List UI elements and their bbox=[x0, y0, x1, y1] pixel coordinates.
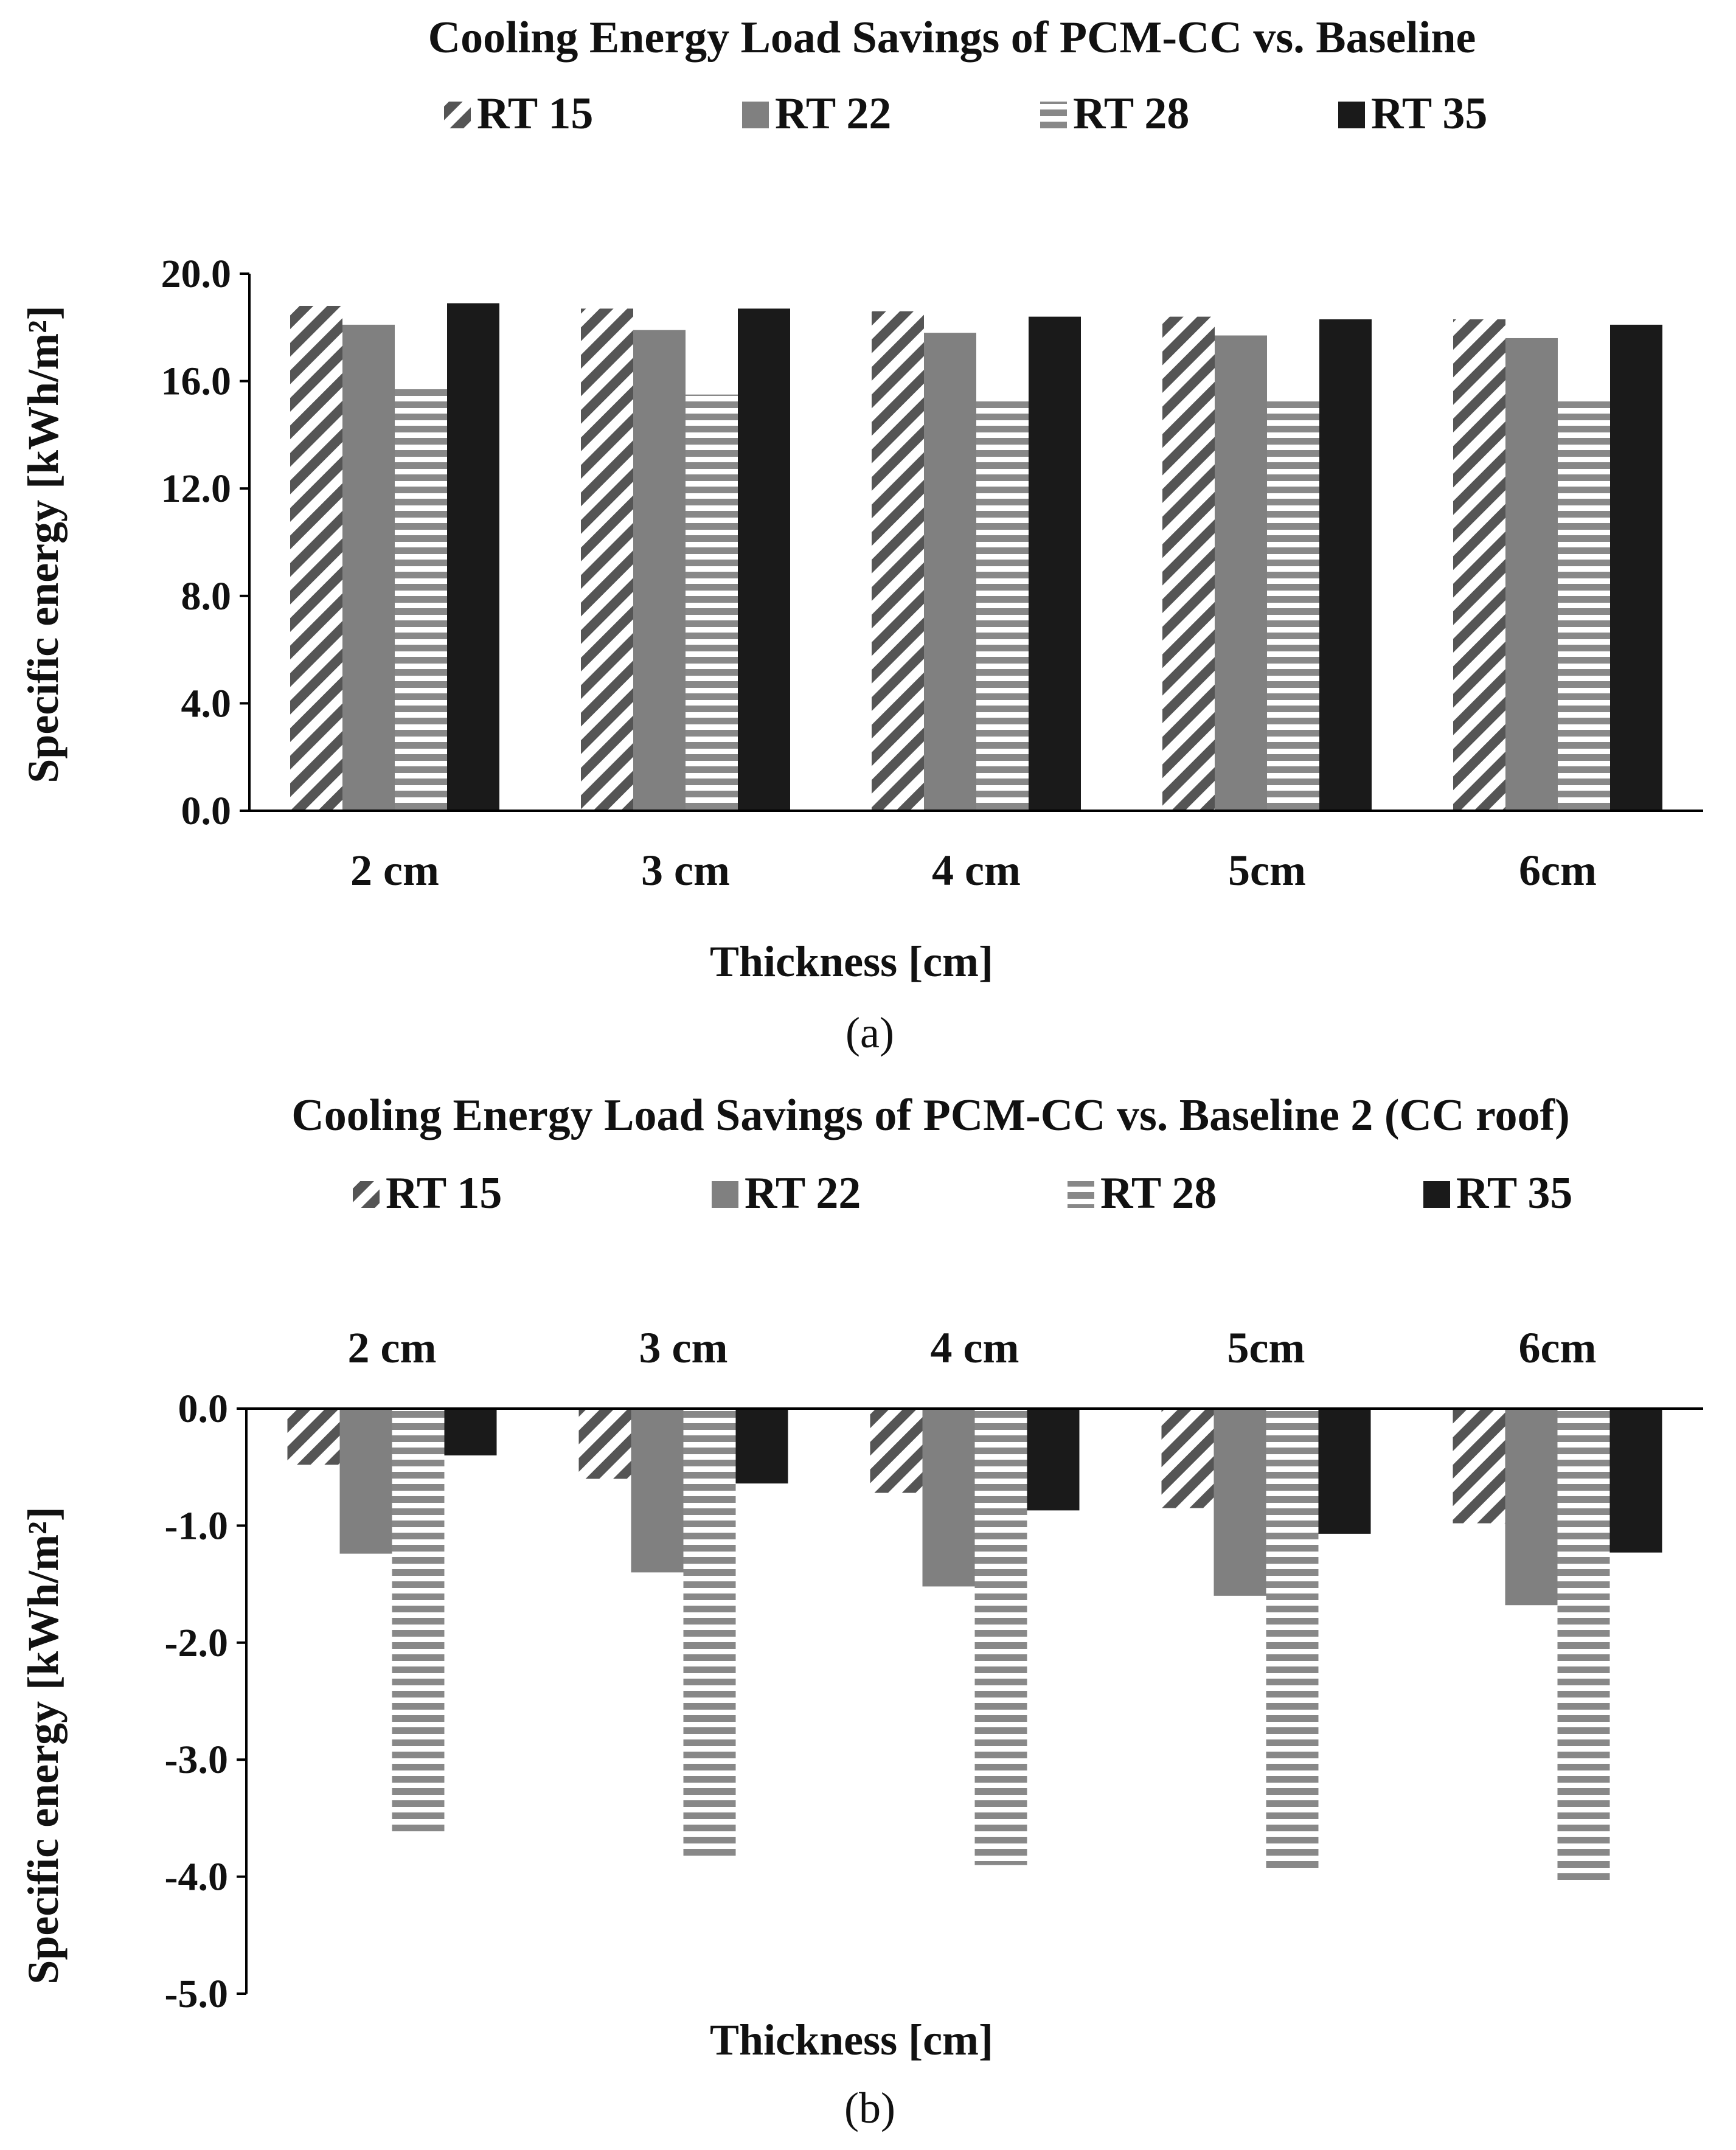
legend-label-rt15: RT 15 bbox=[386, 1168, 502, 1218]
legend-label-rt22: RT 22 bbox=[775, 89, 891, 139]
bar-rt22-4cm bbox=[924, 333, 976, 811]
bar-rt22-6cm bbox=[1505, 1409, 1558, 1606]
x-category-label: 6cm bbox=[1519, 846, 1597, 895]
legend-label-rt15: RT 15 bbox=[477, 89, 593, 139]
bar-rt28-4cm bbox=[974, 1409, 1027, 1865]
legend-label-rt22: RT 22 bbox=[745, 1168, 861, 1218]
bar-rt35-3cm bbox=[738, 308, 790, 811]
bar-rt22-6cm bbox=[1505, 338, 1558, 811]
y-tick-label: 16.0 bbox=[161, 359, 232, 404]
bar-rt28-2cm bbox=[395, 389, 447, 811]
legend-label-rt35: RT 35 bbox=[1371, 89, 1487, 139]
chart-b-plot: 0.0 -1.0 -2.0 -3.0 -4.0 -5.0 2 cm 3 cm 4 cm 5cm 6c… bbox=[165, 1168, 1703, 2016]
legend-swatch-rt28 bbox=[1068, 1181, 1094, 1208]
bar-rt22-3cm bbox=[631, 1409, 684, 1573]
legend-label-rt28: RT 28 bbox=[1073, 89, 1189, 139]
bar-rt15-5cm bbox=[1161, 1409, 1214, 1508]
x-category-label: 2 cm bbox=[350, 846, 439, 895]
bar-rt35-4cm bbox=[1029, 316, 1081, 811]
bar-rt15-5cm bbox=[1162, 316, 1215, 811]
legend-swatch-rt15 bbox=[444, 102, 471, 128]
y-tick-label: 4.0 bbox=[181, 681, 232, 726]
bar-rt15-4cm bbox=[872, 311, 924, 811]
legend-swatch-rt22 bbox=[742, 102, 769, 128]
chart-b: Cooling Energy Load Savings of PCM-CC vs… bbox=[19, 1091, 1570, 2132]
y-tick-label: -3.0 bbox=[165, 1738, 228, 1782]
chart-b-panel-label: (b) bbox=[844, 2084, 895, 2132]
x-category-label: 4 cm bbox=[931, 1323, 1019, 1372]
chart-a-x-axis-label: Thickness [cm] bbox=[710, 937, 993, 986]
bar-rt15-2cm bbox=[287, 1409, 340, 1465]
chart-b-x-axis-label: Thickness [cm] bbox=[710, 2016, 993, 2064]
legend-swatch-rt35 bbox=[1423, 1181, 1450, 1208]
y-tick-label: 12.0 bbox=[161, 466, 232, 511]
x-category-label: 6cm bbox=[1519, 1323, 1597, 1372]
bar-rt15-3cm bbox=[581, 308, 633, 811]
x-category-label: 3 cm bbox=[641, 846, 730, 895]
bar-rt15-4cm bbox=[870, 1409, 923, 1493]
bar-rt22-4cm bbox=[922, 1409, 975, 1587]
bar-rt28-3cm bbox=[686, 394, 738, 811]
chart-b-title: Cooling Energy Load Savings of PCM-CC vs… bbox=[291, 1091, 1569, 1140]
bar-rt35-2cm bbox=[444, 1409, 497, 1455]
legend-label-rt28: RT 28 bbox=[1100, 1168, 1217, 1218]
bar-rt22-3cm bbox=[633, 330, 686, 811]
chart-a: Cooling Energy Load Savings of PCM-CC vs… bbox=[19, 13, 1476, 1057]
bar-rt35-5cm bbox=[1318, 1409, 1371, 1534]
y-tick-label: 0.0 bbox=[181, 789, 232, 833]
bar-rt15-2cm bbox=[290, 305, 342, 811]
chart-a-y-axis-label: Specific energy [kWh/m²] bbox=[19, 305, 68, 783]
y-tick-label: 0.0 bbox=[178, 1387, 229, 1431]
legend-swatch-rt28 bbox=[1040, 102, 1067, 128]
y-tick-label: -4.0 bbox=[165, 1855, 228, 1899]
y-tick-label: -2.0 bbox=[165, 1621, 228, 1665]
bar-rt15-3cm bbox=[578, 1409, 631, 1479]
chart-a-panel-label: (a) bbox=[845, 1008, 894, 1057]
x-category-label: 4 cm bbox=[932, 846, 1021, 895]
x-category-label: 2 cm bbox=[348, 1323, 437, 1372]
bar-rt35-5cm bbox=[1319, 319, 1372, 811]
legend-label-rt35: RT 35 bbox=[1456, 1168, 1572, 1218]
y-tick-label: 20.0 bbox=[161, 252, 232, 296]
bar-rt28-6cm bbox=[1558, 400, 1610, 811]
bar-rt28-3cm bbox=[683, 1409, 736, 1860]
chart-b-y-axis-label: Specific energy [kWh/m²] bbox=[19, 1507, 68, 1984]
bar-rt28-5cm bbox=[1266, 1409, 1319, 1873]
legend-swatch-rt35 bbox=[1338, 102, 1365, 128]
bar-rt15-6cm bbox=[1453, 1409, 1505, 1524]
bar-rt35-6cm bbox=[1610, 324, 1662, 811]
bar-rt22-5cm bbox=[1213, 1409, 1266, 1596]
chart-a-title: Cooling Energy Load Savings of PCM-CC vs… bbox=[428, 13, 1476, 63]
legend-swatch-rt22 bbox=[712, 1181, 738, 1208]
y-tick-label: 8.0 bbox=[181, 574, 232, 619]
x-category-label: 5cm bbox=[1227, 1323, 1305, 1372]
bar-rt22-5cm bbox=[1215, 335, 1267, 811]
bar-rt22-2cm bbox=[339, 1409, 392, 1554]
bar-rt35-6cm bbox=[1609, 1409, 1662, 1553]
bar-rt28-2cm bbox=[392, 1409, 445, 1833]
y-tick-label: -1.0 bbox=[165, 1503, 228, 1548]
bar-rt35-4cm bbox=[1027, 1409, 1080, 1511]
bar-rt28-4cm bbox=[976, 400, 1029, 811]
chart-a-plot: 0.0 4.0 8.0 12.0 16.0 20.0 2 cm 3 cm 4 cm 5cm 6cm R… bbox=[161, 89, 1703, 895]
bar-rt35-3cm bbox=[735, 1409, 788, 1484]
bar-rt22-2cm bbox=[342, 324, 395, 811]
x-category-label: 5cm bbox=[1228, 846, 1306, 895]
bar-rt15-6cm bbox=[1453, 319, 1505, 811]
bar-rt28-5cm bbox=[1267, 400, 1319, 811]
legend-swatch-rt15 bbox=[353, 1181, 380, 1208]
bar-rt35-2cm bbox=[447, 303, 499, 811]
y-tick-label: -5.0 bbox=[165, 1972, 228, 2016]
bar-rt28-6cm bbox=[1557, 1409, 1610, 1883]
x-category-label: 3 cm bbox=[639, 1323, 728, 1372]
